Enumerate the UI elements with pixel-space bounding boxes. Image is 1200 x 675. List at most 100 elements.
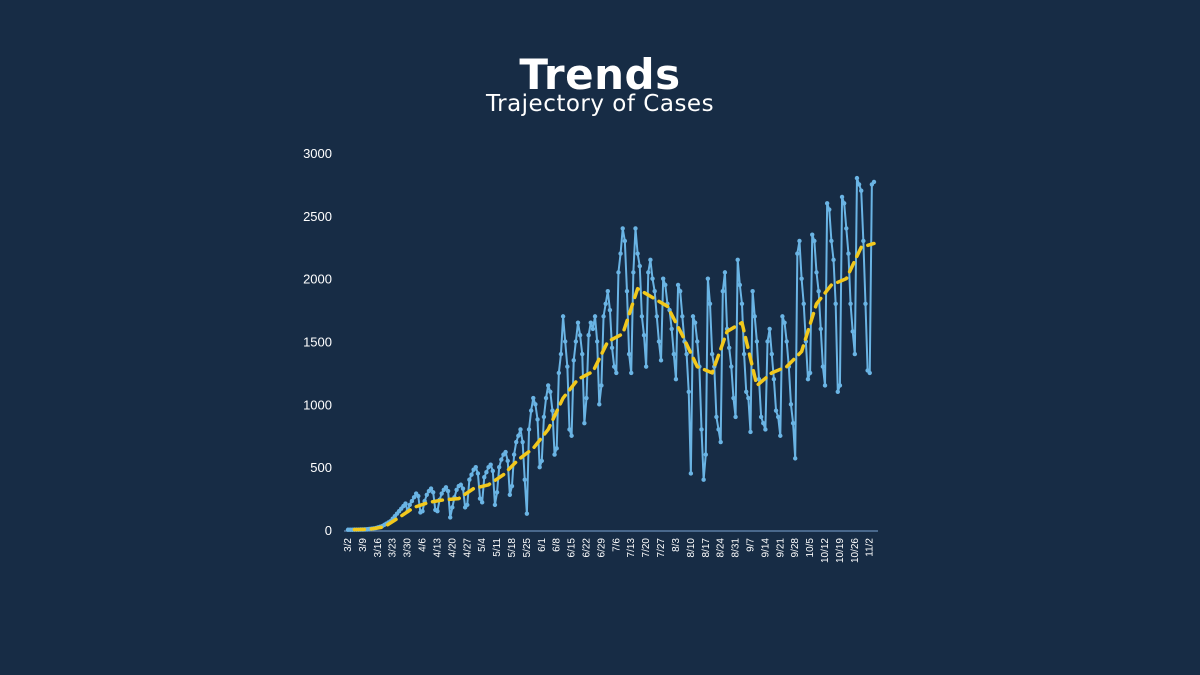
- daily-cases-point: [582, 420, 587, 426]
- daily-cases-point: [835, 389, 840, 394]
- y-tick-label: 500: [310, 460, 332, 475]
- daily-cases-point: [769, 351, 774, 357]
- daily-cases-point: [810, 232, 815, 237]
- daily-cases-point: [424, 492, 429, 498]
- daily-cases-point: [443, 485, 449, 490]
- daily-cases-point: [467, 477, 472, 482]
- daily-cases-point: [588, 320, 593, 325]
- daily-cases-point: [631, 270, 636, 275]
- y-tick-label: 0: [325, 523, 332, 538]
- daily-cases-point: [611, 364, 617, 369]
- daily-cases-point: [573, 339, 579, 344]
- daily-cases-point: [411, 495, 417, 500]
- chart-subtitle: Trajectory of Cases: [485, 91, 715, 117]
- chart-title: Trends: [519, 50, 681, 99]
- x-tick-label: 8/24: [716, 538, 727, 558]
- daily-cases-point: [675, 282, 681, 288]
- daily-cases-point: [680, 314, 685, 319]
- daily-cases-point: [807, 370, 813, 376]
- x-tick-label: 8/3: [671, 538, 682, 552]
- x-tick-label: 11/2: [865, 538, 876, 557]
- daily-cases-point: [731, 395, 736, 401]
- x-tick-label: 7/13: [626, 538, 637, 558]
- daily-cases-point: [514, 439, 519, 445]
- daily-cases-point: [737, 282, 743, 288]
- daily-cases-point: [784, 339, 789, 344]
- daily-cases-point: [435, 508, 440, 514]
- daily-cases-point: [671, 351, 677, 357]
- daily-cases-point: [479, 500, 485, 505]
- daily-cases-point: [554, 446, 559, 451]
- daily-cases-point: [773, 408, 779, 413]
- daily-cases-point: [861, 238, 866, 244]
- daily-cases-point: [577, 333, 583, 338]
- daily-cases-point: [584, 395, 589, 401]
- daily-cases-point: [528, 408, 534, 413]
- daily-cases-point: [520, 439, 525, 445]
- x-tick-label: 5/11: [492, 538, 503, 557]
- daily-cases-point: [643, 364, 649, 369]
- daily-cases-point: [833, 301, 838, 306]
- daily-cases-point: [473, 464, 478, 470]
- daily-cases-point: [795, 251, 800, 256]
- daily-cases-point: [618, 251, 623, 256]
- daily-cases-point: [854, 175, 860, 181]
- daily-cases-point: [844, 226, 849, 231]
- x-tick-label: 10/26: [850, 538, 861, 563]
- y-tick-label: 1500: [303, 335, 332, 350]
- daily-cases-point: [516, 433, 521, 438]
- daily-cases-point: [626, 351, 632, 357]
- daily-cases-point: [790, 420, 796, 426]
- daily-cases-point: [741, 351, 747, 357]
- daily-cases-point: [563, 339, 568, 344]
- x-tick-label: 8/31: [731, 538, 742, 558]
- daily-cases-point: [416, 493, 421, 499]
- x-tick-label: 10/19: [835, 538, 846, 563]
- daily-cases-point: [771, 377, 777, 382]
- daily-cases-point: [507, 492, 513, 498]
- x-tick-label: 8/17: [701, 538, 712, 558]
- daily-cases-point: [503, 449, 508, 455]
- daily-cases-point: [748, 429, 753, 435]
- daily-cases-point: [548, 389, 553, 394]
- daily-cases-point: [465, 502, 470, 508]
- daily-cases-point: [684, 351, 689, 357]
- daily-cases-point: [812, 238, 817, 244]
- daily-cases-point: [714, 414, 719, 420]
- daily-cases-point: [673, 377, 679, 382]
- daily-cases-point: [545, 383, 551, 388]
- daily-cases-point: [597, 402, 602, 407]
- daily-cases-point: [733, 414, 738, 420]
- daily-cases-point: [552, 452, 557, 457]
- daily-cases-point: [454, 487, 459, 492]
- daily-cases-point: [758, 414, 764, 420]
- daily-cases-point: [445, 488, 451, 494]
- daily-cases-point: [624, 289, 630, 294]
- daily-cases-point: [458, 482, 464, 487]
- daily-cases-point: [635, 251, 640, 256]
- daily-cases-point: [856, 182, 862, 187]
- daily-cases-point: [686, 389, 691, 394]
- daily-cases-point: [705, 276, 711, 281]
- daily-cases-point: [637, 263, 642, 269]
- daily-cases-point: [641, 333, 647, 338]
- daily-cases-point: [567, 427, 572, 432]
- daily-cases-point: [775, 414, 781, 420]
- daily-cases-point: [720, 289, 725, 294]
- daily-cases-point: [601, 314, 606, 319]
- daily-cases-point: [739, 301, 745, 306]
- daily-cases-point: [707, 301, 713, 306]
- x-tick-label: 6/29: [596, 538, 607, 558]
- x-tick-label: 9/14: [760, 538, 771, 558]
- x-tick-label: 8/10: [686, 538, 697, 558]
- daily-cases-point: [750, 289, 755, 294]
- daily-cases-point: [469, 472, 474, 477]
- x-tick-label: 3/30: [403, 538, 414, 558]
- daily-cases-point: [409, 498, 415, 504]
- daily-cases-point: [695, 339, 700, 344]
- daily-cases-point: [824, 201, 830, 206]
- daily-cases-point: [692, 320, 698, 325]
- daily-cases-point: [648, 257, 653, 263]
- daily-cases-point: [646, 270, 651, 275]
- daily-cases-point: [575, 320, 581, 325]
